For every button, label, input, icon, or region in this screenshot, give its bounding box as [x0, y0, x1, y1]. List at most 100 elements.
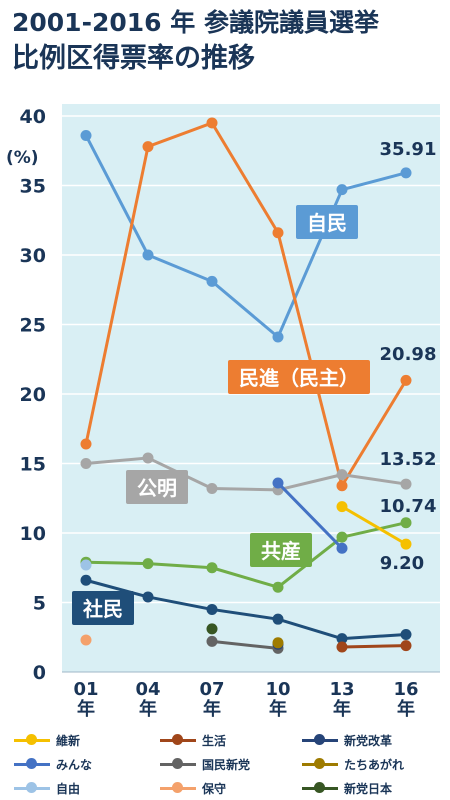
- data-point-社民: [142, 591, 154, 603]
- series-line-生活: [341, 644, 407, 649]
- data-point-公明: [400, 478, 412, 490]
- series-line-公明: [85, 456, 407, 492]
- y-tick-label: 0: [33, 662, 46, 684]
- legend-item: 新党改革: [302, 729, 392, 751]
- data-point-社民: [400, 628, 412, 640]
- value-label: 9.20: [380, 553, 424, 574]
- value-label: 13.52: [380, 449, 437, 470]
- data-point-社民: [206, 603, 218, 615]
- data-point-共産: [142, 558, 154, 570]
- legend-label: 新党改革: [344, 733, 393, 748]
- data-point-みんな: [272, 477, 284, 489]
- legend-swatch: [160, 734, 196, 746]
- legend-label: 保守: [202, 781, 227, 796]
- legend-item: 生活: [160, 729, 226, 751]
- value-label: 10.74: [380, 496, 437, 517]
- data-point-公明: [336, 469, 348, 481]
- legend: 維新 生活 新党改革みんな 国民新党 たちあがれ自由 保守 新党日本: [0, 725, 450, 800]
- series-label-text: 共産: [261, 539, 301, 563]
- data-point-共産: [206, 562, 218, 574]
- data-point-共産: [336, 531, 348, 543]
- legend-item: 維新: [14, 729, 80, 751]
- series-line-維新: [341, 505, 407, 546]
- title-area: 2001-2016 年 参議院議員選挙 比例区得票率の推移: [0, 0, 450, 100]
- series-label-text: 民進（民主）: [239, 366, 359, 390]
- chart-title: 2001-2016 年 参議院議員選挙: [12, 8, 379, 37]
- data-point-自民: [400, 167, 412, 179]
- legend-item: たちあがれ: [302, 753, 404, 775]
- series-line-社民: [85, 578, 407, 641]
- legend-item: 新党日本: [302, 777, 392, 799]
- x-tick-label: 10 年: [265, 679, 290, 720]
- legend-swatch: [160, 782, 196, 794]
- x-tick-label: 04 年: [135, 679, 160, 720]
- data-point-自由: [80, 559, 92, 571]
- legend-label: みんな: [56, 757, 93, 772]
- data-point-生活: [336, 641, 348, 653]
- data-point-自民: [272, 331, 284, 343]
- y-tick-label: 15: [20, 454, 46, 476]
- y-tick-label: 5: [33, 593, 46, 615]
- legend-item: 国民新党: [160, 753, 250, 775]
- data-point-維新: [400, 538, 412, 550]
- y-tick-label: 30: [20, 245, 46, 267]
- legend-swatch: [302, 758, 338, 770]
- data-point-民進（民主）: [400, 374, 412, 386]
- data-point-民進（民主）: [206, 117, 218, 129]
- data-point-保守: [80, 634, 92, 646]
- data-point-共産: [272, 581, 284, 593]
- x-tick-label: 01 年: [73, 679, 98, 720]
- data-point-社民: [336, 633, 348, 645]
- data-point-自民: [336, 184, 348, 196]
- data-point-社民: [272, 613, 284, 625]
- y-tick-label: 40: [20, 106, 46, 128]
- data-point-自民: [80, 129, 92, 141]
- series-line-民進（民主）: [84, 121, 408, 488]
- legend-item: みんな: [14, 753, 92, 775]
- x-tick-label: 13 年: [329, 679, 354, 720]
- series-label-box: [72, 591, 134, 625]
- y-tick-label: 35: [20, 176, 46, 198]
- series-label-box: [250, 533, 312, 567]
- legend-swatch: [14, 734, 50, 746]
- legend-swatch: [160, 758, 196, 770]
- series-line-共産: [85, 521, 407, 589]
- data-point-自民: [206, 275, 218, 287]
- series-label-box: [228, 360, 370, 394]
- y-tick-label: 20: [20, 384, 46, 406]
- y-axis-label: (%): [6, 148, 39, 168]
- y-tick-label: 10: [20, 523, 46, 545]
- legend-swatch: [302, 782, 338, 794]
- legend-label: 生活: [202, 733, 227, 748]
- legend-item: 保守: [160, 777, 226, 799]
- legend-label: たちあがれ: [344, 757, 405, 772]
- legend-item: 自由: [14, 777, 80, 799]
- chart-subtitle: 比例区得票率の推移: [12, 43, 255, 74]
- series-line-自民: [84, 134, 407, 339]
- x-tick-label: 07 年: [199, 679, 224, 720]
- data-point-共産: [400, 517, 412, 529]
- data-point-国民新党: [206, 635, 218, 647]
- legend-swatch: [14, 758, 50, 770]
- series-line-国民新党: [211, 639, 279, 650]
- data-point-社民: [80, 574, 92, 586]
- data-point-民進（民主）: [272, 227, 284, 239]
- data-point-たちあがれ: [272, 637, 284, 649]
- series-label-box: [296, 205, 358, 239]
- series-label-text: 公明: [137, 476, 177, 500]
- legend-label: 国民新党: [202, 757, 251, 772]
- series-label-text: 社民: [82, 597, 123, 621]
- data-point-自民: [142, 249, 154, 261]
- data-point-民進（民主）: [142, 141, 154, 153]
- series-line-みんな: [276, 481, 344, 550]
- legend-label: 自由: [56, 781, 81, 796]
- value-label: 20.98: [380, 344, 437, 365]
- data-point-公明: [142, 452, 154, 464]
- data-point-維新: [336, 501, 348, 513]
- data-point-公明: [206, 483, 218, 495]
- series-label-text: 自民: [307, 211, 347, 235]
- data-point-新党日本: [206, 623, 218, 635]
- legend-swatch: [14, 782, 50, 794]
- data-point-民進（民主）: [80, 438, 92, 450]
- series-label-box: [126, 470, 188, 504]
